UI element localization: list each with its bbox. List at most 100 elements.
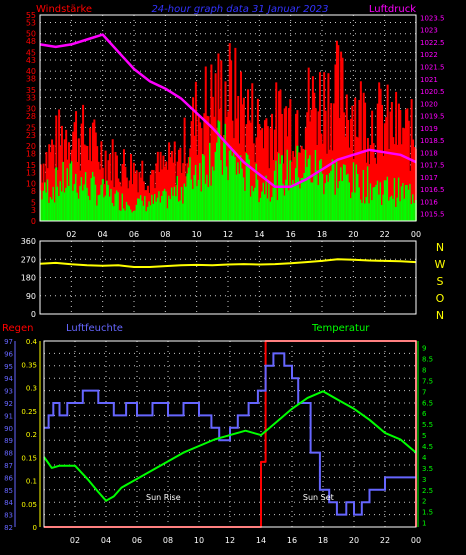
wind-tick-label: 23: [26, 131, 36, 140]
x-tick-label: 22: [380, 536, 390, 545]
pressure-tick-label: 1018.5: [420, 137, 445, 145]
rain-tick-label: 0: [33, 524, 37, 532]
compass-label: O: [436, 292, 445, 305]
humidity-tick-label: 91: [4, 412, 13, 420]
compass-label: S: [437, 275, 444, 288]
humidity-tick-label: 95: [4, 363, 13, 371]
x-tick-label: 04: [101, 536, 111, 545]
sun-annotation-label: Sun Rise: [146, 493, 181, 502]
humidity-tick-label: 87: [4, 462, 13, 470]
pressure-tick-label: 1021: [420, 76, 438, 84]
pressure-tick-label: 1023.5: [420, 14, 445, 22]
wind-tick-label: 13: [26, 168, 36, 177]
compass-label: N: [436, 309, 444, 322]
temperature-series-line: [43, 390, 417, 502]
humidity-tick-label: 88: [4, 450, 13, 458]
pressure-tick-label: 1019: [420, 125, 438, 133]
temperature-tick-label: 5.5: [422, 421, 433, 429]
x-tick-label: 20: [349, 536, 359, 545]
sun-annotation-label: Sun Set: [303, 493, 334, 502]
pressure-tick-label: 1017: [420, 174, 438, 182]
x-tick-label: 04: [98, 230, 108, 239]
humidity-tick-label: 94: [4, 375, 13, 383]
climate-frame: [43, 340, 417, 528]
temperature-tick-label: 3: [422, 476, 426, 484]
rain-tick-label: 0.3: [26, 385, 37, 393]
rain-tick-label: 0.15: [21, 454, 37, 462]
humidity-tick-label: 86: [4, 474, 13, 482]
direction-line: [39, 258, 417, 268]
x-tick-label: 10: [194, 536, 204, 545]
wind-tick-label: 15: [26, 161, 36, 170]
pressure-tick-label: 1023: [420, 27, 438, 35]
x-tick-label: 20: [348, 230, 358, 239]
luftfeuchte-label: Luftfeuchte: [66, 323, 123, 334]
temperature-tick-label: 6.5: [422, 399, 433, 407]
x-tick-label: 02: [70, 536, 80, 545]
x-tick-label: 10: [192, 230, 202, 239]
pressure-tick-label: 1016.5: [420, 186, 445, 194]
rain-tick-label: 0.4: [26, 338, 38, 346]
temperature-tick-label: 3.5: [422, 465, 433, 473]
wind-tick-label: 0: [31, 217, 36, 226]
direction-tick-label: 270: [21, 255, 36, 264]
wind-tick-label: 28: [26, 112, 36, 121]
pressure-tick-label: 1020.5: [420, 88, 445, 96]
pressure-axis: 1015.5 1016 1016.5 1017 1017.5 1018 1018.5 1019…: [420, 14, 445, 218]
windstaerke-label: Windstärke: [36, 4, 92, 15]
temperature-tick-label: 6: [422, 410, 427, 418]
direction-tick-label: 90: [26, 292, 36, 301]
x-tick-label: 14: [256, 536, 266, 545]
wind-axis: 0358101315182023252830333538404345485053…: [26, 11, 36, 226]
humidity-tick-label: 93: [4, 388, 13, 396]
x-tick-label: 14: [254, 230, 264, 239]
luftdruck-label: Luftdruck: [369, 4, 416, 15]
wind-tick-label: 55: [26, 11, 36, 20]
wind-tick-label: 48: [26, 37, 36, 46]
temperatur-label: Temperatur: [311, 323, 370, 334]
humidity-tick-label: 83: [4, 512, 13, 520]
x-tick-label: 00: [411, 536, 421, 545]
rain-axis: 0 0.05 0.1 0.15 0.2 0.25 0.3 0.35 0.4: [21, 338, 41, 532]
direction-tick-label: 0: [31, 310, 36, 319]
direction-tick-label: 180: [21, 274, 36, 283]
temperature-tick-label: 4.5: [422, 443, 433, 451]
humidity-series-line: [44, 352, 416, 516]
humidity-axis: 82 83 84 85 86 87 88 89 90 91 92 93 94 95 96 97: [4, 338, 16, 532]
humidity-tick-label: 89: [4, 437, 13, 445]
wind-tick-label: 43: [26, 56, 36, 65]
chart-title: 24-hour graph data 31 Januar 2023: [151, 4, 328, 15]
wind-tick-label: 40: [26, 67, 36, 76]
wind-tick-label: 50: [26, 30, 36, 39]
wind-frame: [39, 14, 417, 222]
rain-tick-label: 0.2: [26, 431, 37, 439]
wind-tick-label: 38: [26, 75, 36, 84]
sun-annotations: Sun Rise Sun Set: [146, 493, 334, 502]
humidity-tick-label: 90: [4, 425, 13, 433]
temperature-tick-label: 2: [422, 498, 426, 506]
humidity-tick-label: 92: [4, 400, 13, 408]
rain-tick-label: 0.25: [21, 408, 37, 416]
pressure-series-line: [39, 33, 417, 188]
x-tick-label: 18: [318, 536, 328, 545]
temperature-axis: 1 1.5 2 2.5 3 3.5 4 4.5 5 5.5 6 6.5 7 7.5 8 8.5 9: [417, 341, 433, 528]
pressure-tick-label: 1018: [420, 149, 438, 157]
pressure-tick-label: 1016: [420, 198, 438, 206]
wind-tick-label: 3: [31, 206, 36, 215]
pressure-tick-label: 1022.5: [420, 39, 445, 47]
pressure-tick-label: 1015.5: [420, 211, 445, 219]
x-tick-label: 08: [160, 230, 170, 239]
rain-tick-label: 0.35: [21, 361, 37, 369]
x-tick-label: 12: [225, 536, 235, 545]
wind-tick-label: 18: [26, 150, 36, 159]
humidity-tick-label: 97: [4, 338, 13, 346]
regen-label: Regen: [2, 323, 34, 334]
wind-x-axis: 02 04 06 08 10 12 14 16 18 20 22 00: [66, 230, 421, 239]
x-tick-label: 06: [129, 230, 139, 239]
wind-tick-label: 45: [26, 48, 36, 57]
climate-x-axis: 02 04 06 08 10 12 14 16 18 20 22 00: [70, 536, 421, 545]
x-tick-label: 16: [286, 230, 296, 239]
wind-tick-label: 20: [26, 142, 36, 151]
